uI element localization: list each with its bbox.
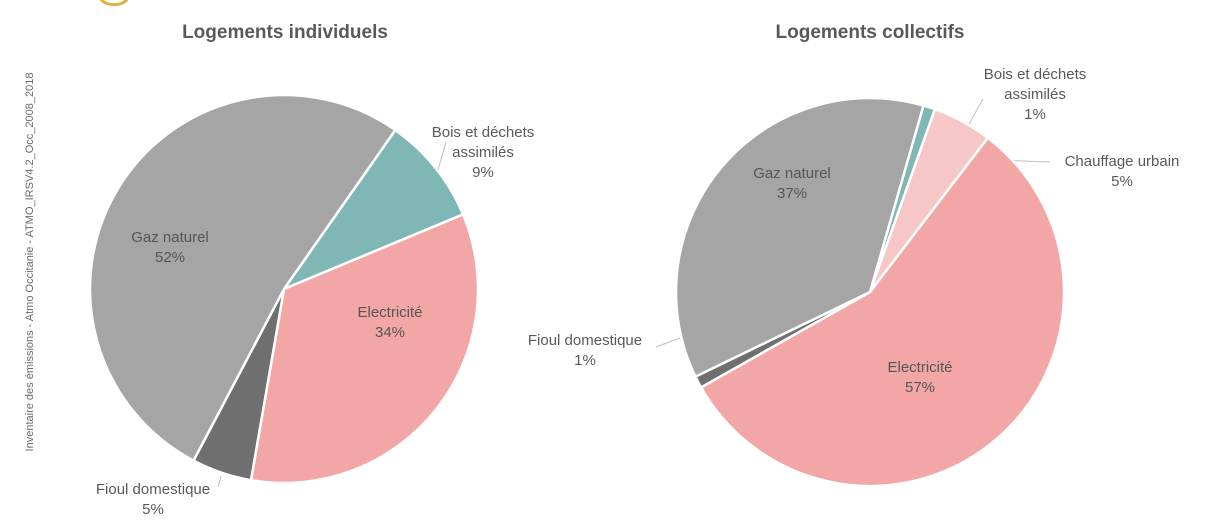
leader-line: [656, 338, 680, 347]
slice-label-chauffage-urbain: Chauffage urbain 5%: [1065, 153, 1180, 190]
slice-value-label: 37%: [777, 185, 807, 202]
slice-value-label: 52%: [155, 249, 185, 266]
slice-name-label: Electricité: [357, 304, 422, 321]
slice-label-fioul-domestique: Fioul domestique 1%: [528, 332, 642, 369]
leader-line: [438, 142, 446, 170]
slice-name-label: Fioul domestique: [96, 481, 210, 498]
slice-name-label: assimilés: [1004, 86, 1066, 103]
slice-name-label: Gaz naturel: [753, 165, 831, 182]
slice-label-bois-et-dechets-assimiles: Bois et déchets assimilés 1%: [984, 66, 1087, 123]
slice-value-label: 9%: [472, 164, 494, 181]
slice-label-fioul-domestique: Fioul domestique 5%: [96, 481, 210, 518]
slice-label-bois-et-dechets-assimiles: Bois et déchets assimilés 9%: [432, 124, 535, 181]
pie-chart-logements-collectifs: Logements collectifs Bois et déchets assim…: [528, 22, 1180, 486]
slice-name-label: Bois et déchets: [432, 124, 535, 141]
leader-line: [968, 99, 983, 126]
slice-name-label: assimilés: [452, 144, 514, 161]
slice-value-label: 34%: [375, 324, 405, 341]
slice-name-label: Bois et déchets: [984, 66, 1087, 83]
slice-value-label: 5%: [1111, 173, 1133, 190]
slice-value-label: 1%: [574, 352, 596, 369]
leader-line: [218, 476, 221, 487]
slice-value-label: 1%: [1024, 106, 1046, 123]
chart-title: Logements individuels: [182, 22, 388, 43]
pie-chart-logements-individuels: Logements individuels Bois et déchets assi…: [90, 22, 534, 518]
slice-name-label: Fioul domestique: [528, 332, 642, 349]
slice-name-label: Chauffage urbain: [1065, 153, 1180, 170]
slice-name-label: Gaz naturel: [131, 229, 209, 246]
chart-title: Logements collectifs: [776, 22, 965, 43]
slice-value-label: 57%: [905, 379, 935, 396]
slice-name-label: Electricité: [887, 359, 952, 376]
slice-value-label: 5%: [142, 501, 164, 518]
